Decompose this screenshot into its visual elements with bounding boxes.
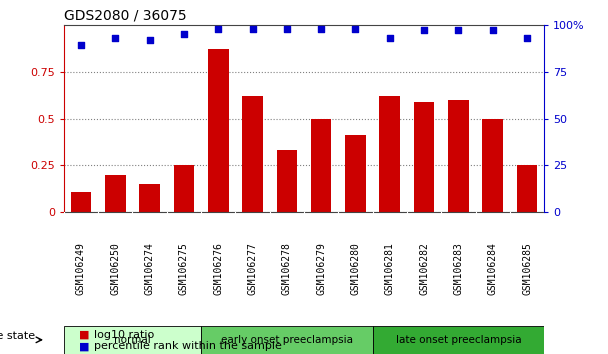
Bar [71, 192, 91, 212]
Text: GSM106274: GSM106274 [145, 242, 154, 296]
Text: GSM106282: GSM106282 [419, 242, 429, 296]
Text: disease state: disease state [0, 331, 35, 341]
Text: GSM106278: GSM106278 [282, 242, 292, 296]
Point [385, 35, 395, 41]
Text: GSM106277: GSM106277 [247, 242, 258, 296]
Text: ■: ■ [79, 330, 89, 339]
Bar [311, 119, 331, 212]
Text: GSM106283: GSM106283 [454, 242, 463, 296]
Point [488, 28, 497, 33]
Text: GSM106249: GSM106249 [76, 242, 86, 296]
Point [179, 31, 188, 37]
Text: late onset preeclampsia: late onset preeclampsia [396, 335, 521, 345]
Point [111, 35, 120, 41]
Text: GSM106285: GSM106285 [522, 242, 532, 296]
Text: GSM106281: GSM106281 [385, 242, 395, 296]
Bar [414, 102, 434, 212]
Text: log10 ratio: log10 ratio [94, 330, 154, 339]
Bar [448, 100, 469, 212]
Text: GSM106275: GSM106275 [179, 242, 189, 296]
Bar [242, 96, 263, 212]
Text: GSM106284: GSM106284 [488, 242, 498, 296]
Point [247, 26, 257, 32]
Bar [277, 150, 297, 212]
Point [282, 26, 292, 32]
Text: early onset preeclampsia: early onset preeclampsia [221, 335, 353, 345]
Point [213, 26, 223, 32]
Bar [139, 184, 160, 212]
Bar [379, 96, 400, 212]
Point [522, 35, 532, 41]
Bar [208, 49, 229, 212]
Point [419, 28, 429, 33]
Text: GSM106280: GSM106280 [350, 242, 361, 296]
Text: GSM106250: GSM106250 [110, 242, 120, 296]
Text: percentile rank within the sample: percentile rank within the sample [94, 341, 282, 351]
Bar [174, 165, 194, 212]
Bar [64, 326, 201, 354]
Point [316, 26, 326, 32]
Text: GSM106276: GSM106276 [213, 242, 223, 296]
Bar [105, 175, 126, 212]
Text: GDS2080 / 36075: GDS2080 / 36075 [64, 8, 187, 22]
Bar [517, 165, 537, 212]
Text: normal: normal [114, 335, 151, 345]
Bar [345, 136, 366, 212]
Point [145, 37, 154, 42]
Bar [201, 326, 373, 354]
Bar [482, 119, 503, 212]
Text: GSM106279: GSM106279 [316, 242, 326, 296]
Point [76, 42, 86, 48]
Point [454, 28, 463, 33]
Text: ■: ■ [79, 341, 89, 351]
Bar [373, 326, 544, 354]
Point [351, 26, 361, 32]
